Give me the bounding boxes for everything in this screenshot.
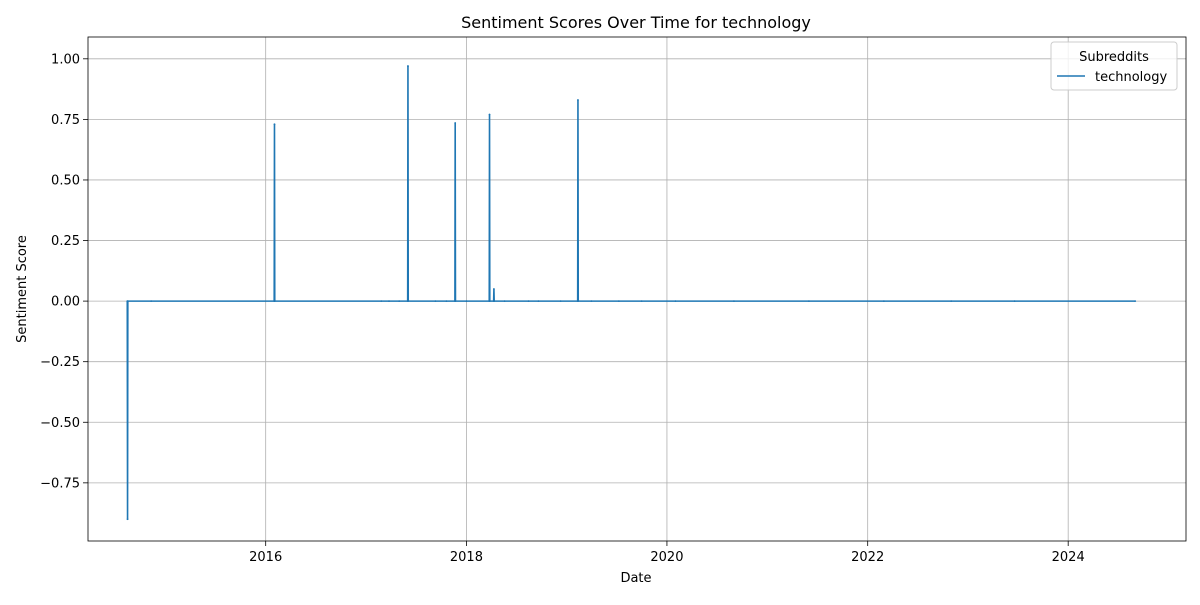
data-point	[407, 65, 409, 67]
x-tick-label: 2022	[851, 550, 884, 565]
data-point	[488, 300, 491, 303]
data-point	[454, 122, 457, 124]
data-point	[380, 300, 383, 303]
data-point	[950, 300, 953, 303]
data-point	[577, 99, 579, 101]
data-point	[388, 300, 390, 303]
data-point	[503, 300, 506, 303]
y-tick-label: 0.00	[51, 295, 80, 310]
legend-label-technology: technology	[1095, 70, 1167, 85]
data-point	[590, 300, 593, 303]
series-line-technology	[126, 65, 1136, 520]
data-point	[407, 300, 410, 303]
data-point	[808, 300, 810, 303]
data-point	[126, 300, 129, 303]
x-tick-label: 2024	[1052, 550, 1085, 565]
plot-frame	[87, 36, 1187, 542]
y-tick-label: 0.25	[51, 234, 80, 249]
data-point	[617, 300, 620, 303]
data-point	[465, 300, 468, 303]
legend-box	[1050, 41, 1178, 91]
data-point	[674, 300, 677, 303]
y-tick-label: −0.50	[40, 416, 80, 431]
data-point	[1013, 300, 1016, 303]
x-tick-label: 2018	[450, 550, 483, 565]
data-point	[273, 123, 276, 126]
data-point	[488, 113, 491, 116]
y-tick-label: 0.50	[51, 173, 80, 188]
data-point	[1134, 300, 1137, 303]
data-point	[126, 518, 129, 521]
x-tick-label: 2020	[650, 550, 683, 565]
y-axis-label: Sentiment Score	[15, 235, 30, 343]
data-point	[445, 300, 448, 303]
data-point	[640, 300, 643, 303]
x-axis-label: Date	[620, 571, 651, 586]
series-layer	[126, 65, 1137, 521]
y-tick-label: 0.75	[51, 113, 80, 128]
data-point	[883, 300, 885, 303]
y-axis-ticks: −0.75 −0.50 −0.25 0.00 0.25 0.50 0.75 1.00	[40, 52, 88, 491]
y-tick-label: −0.25	[40, 355, 80, 370]
data-point	[454, 300, 457, 303]
legend-title: Subreddits	[1079, 50, 1149, 65]
chart-title: Sentiment Scores Over Time for technolog…	[461, 13, 811, 32]
data-point	[398, 300, 401, 303]
data-point	[493, 300, 496, 303]
data-point	[273, 300, 276, 303]
data-point	[434, 300, 437, 303]
x-tick-label: 2016	[249, 550, 282, 565]
legend: Subreddits technology	[1050, 41, 1178, 91]
data-point	[577, 300, 580, 303]
data-point	[559, 300, 562, 303]
data-point	[493, 288, 495, 290]
data-point	[537, 300, 540, 303]
x-axis-ticks: 2016 2018 2020 2022 2024	[249, 541, 1085, 565]
y-tick-label: −0.75	[40, 476, 80, 491]
data-point	[733, 300, 735, 303]
y-tick-label: 1.00	[51, 52, 80, 67]
data-point	[527, 300, 530, 303]
plot-area	[88, 37, 1186, 541]
data-point	[150, 300, 153, 303]
